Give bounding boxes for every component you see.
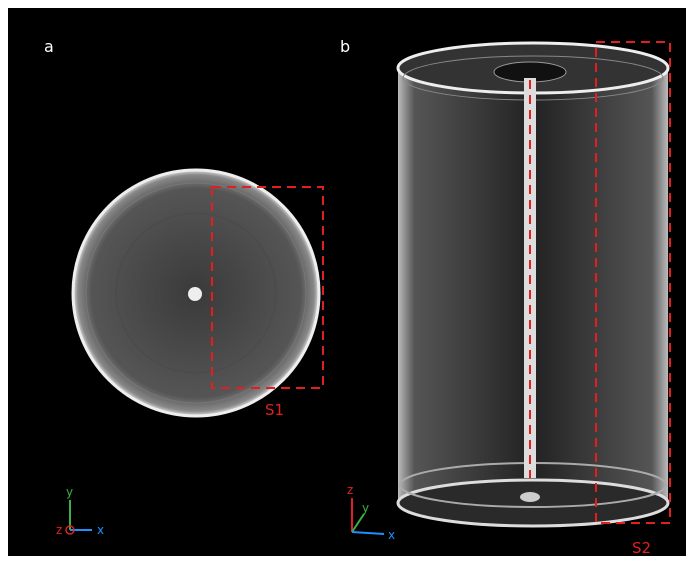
- figure: a S1 z y x b S2 z y x: [0, 0, 694, 564]
- panel-label: a: [44, 37, 54, 56]
- axis-label: y: [66, 485, 73, 499]
- axis-label: x: [97, 523, 104, 537]
- cylinder-bottom: [398, 480, 668, 526]
- region-label: S1: [265, 401, 284, 419]
- panel-label: b: [340, 37, 350, 56]
- axis-label: y: [362, 501, 369, 515]
- axis-label: x: [388, 528, 395, 542]
- axis-label: z: [56, 523, 62, 537]
- bottom-cap: [520, 492, 540, 502]
- axis-label: z: [347, 483, 353, 497]
- core: [188, 287, 202, 301]
- region-label: S2: [632, 539, 651, 557]
